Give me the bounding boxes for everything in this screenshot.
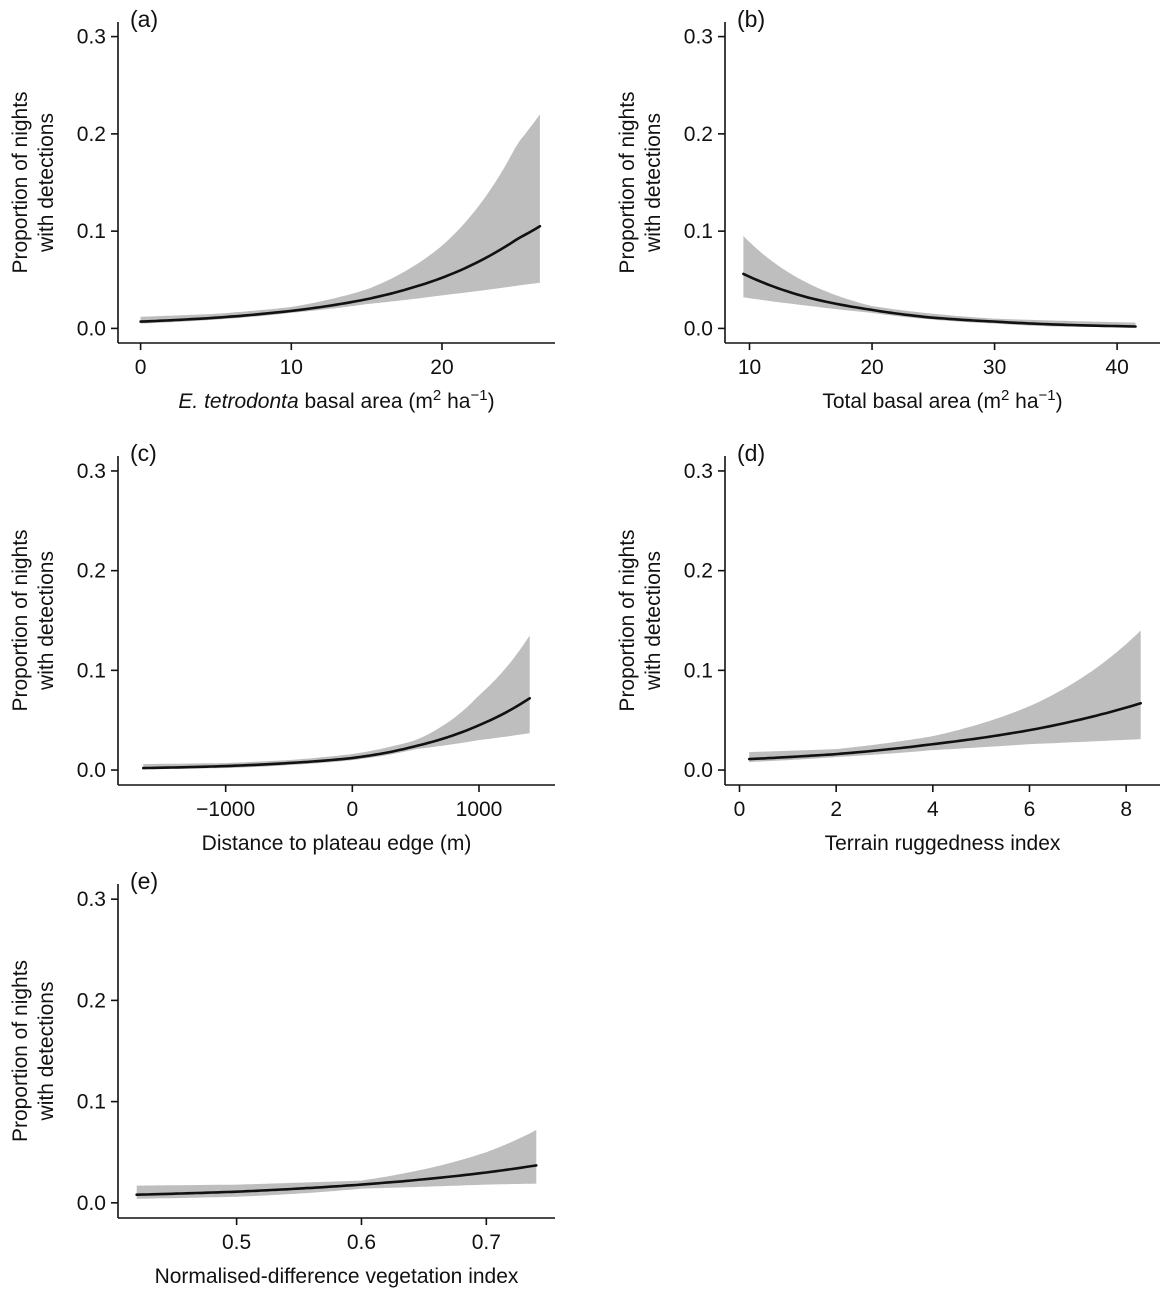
x-axis-title: E. tetrodonta basal area (m2 ha−1) (178, 387, 494, 413)
x-tick-label: 0 (346, 798, 358, 821)
x-axis-title-text: basal area (m (299, 390, 433, 413)
fitted-line (747, 701, 1142, 761)
x-axis-title-text: ha (441, 390, 471, 413)
x-tick-label: 0 (734, 798, 746, 821)
y-axis-title-line-1: Proportion of nights (616, 91, 639, 273)
x-tick-label: 10 (738, 356, 761, 379)
x-axis-title-superscript: 2 (433, 387, 441, 404)
y-tick-label: 0.2 (684, 560, 713, 583)
confidence-band (749, 630, 1141, 763)
panel-label: (e) (130, 868, 158, 894)
x-tick-label: 1000 (456, 798, 503, 821)
x-axis-title-text: Distance to plateau edge (m) (202, 832, 472, 855)
fitted-line (742, 272, 1137, 328)
panel-label: (b) (737, 6, 765, 32)
x-axis-title-text: Terrain ruggedness index (825, 832, 1061, 855)
x-axis-title-text: ha (1009, 390, 1039, 413)
y-tick-label: 0.1 (77, 659, 106, 682)
x-axis-title-text: Normalised-difference vegetation index (155, 1265, 519, 1288)
y-axis-title: Proportion of nights with detections (9, 960, 58, 1142)
x-tick-label: 4 (927, 798, 939, 821)
y-tick-label: 0.0 (77, 1192, 106, 1215)
panel-c: 0.0 0.1 0.2 0.3 −1000 0 1000 (c) Proportion of n… (9, 440, 555, 855)
y-tick-label: 0.2 (77, 560, 106, 583)
confidence-band (743, 236, 1136, 328)
y-axis-title-line-1: Proportion of nights (9, 529, 32, 711)
y-tick-label: 0.0 (684, 317, 713, 340)
y-tick-label: 0.1 (77, 220, 106, 243)
y-tick-label: 0.3 (77, 888, 106, 911)
x-tick-label: 0.7 (472, 1231, 501, 1254)
x-tick-label: 40 (1105, 356, 1128, 379)
x-axis-title-superscript: 2 (1001, 387, 1009, 404)
y-axis-title-line-1: Proportion of nights (616, 529, 639, 711)
x-tick-label: 10 (280, 356, 303, 379)
x-tick-label: −1000 (196, 798, 255, 821)
x-tick-label: 8 (1120, 798, 1132, 821)
x-axis-title: Normalised-difference vegetation index (155, 1265, 519, 1288)
y-axis-title-line-2: with detections (35, 982, 58, 1122)
y-tick-label: 0.1 (684, 659, 713, 682)
y-axis-title: Proportion of nights with detections (9, 529, 58, 711)
confidence-band (136, 1129, 537, 1199)
x-axis-title: Total basal area (m2 ha−1) (822, 387, 1062, 413)
x-axis-title-superscript: −1 (470, 387, 487, 404)
x-axis-title-text: ) (1056, 390, 1063, 413)
y-axis-title-line-2: with detections (642, 113, 665, 253)
y-axis-title-line-2: with detections (35, 551, 58, 691)
y-tick-label: 0.0 (684, 759, 713, 782)
x-axis-title-italic: E. tetrodonta (178, 390, 298, 413)
y-axis-title-line-1: Proportion of nights (9, 960, 32, 1142)
y-tick-label: 0.3 (77, 460, 106, 483)
x-axis-title: Distance to plateau edge (m) (202, 832, 472, 855)
fitted-line (135, 1164, 538, 1196)
panel-label: (d) (737, 440, 765, 466)
x-axis-title-text: ) (488, 390, 495, 413)
y-axis-title: Proportion of nights with detections (616, 529, 665, 711)
y-tick-label: 0.0 (77, 317, 106, 340)
panel-label: (c) (130, 440, 157, 466)
confidence-band (140, 114, 540, 324)
y-axis-title-line-1: Proportion of nights (9, 91, 32, 273)
y-tick-label: 0.3 (684, 460, 713, 483)
y-tick-label: 0.3 (684, 26, 713, 49)
x-tick-label: 0.5 (222, 1231, 251, 1254)
x-axis-title: Terrain ruggedness index (825, 832, 1061, 855)
y-axis-title: Proportion of nights with detections (9, 91, 58, 273)
x-tick-label: 20 (430, 356, 453, 379)
panel-b: 0.0 0.1 0.2 0.3 10 20 30 40 (b) Proportion of nig… (616, 6, 1160, 413)
confidence-band (143, 635, 530, 769)
y-tick-label: 0.2 (77, 989, 106, 1012)
fitted-line (142, 697, 531, 770)
panel-d: 0.0 0.1 0.2 0.3 0 2 4 6 8 (d) Proportion of nights… (616, 440, 1160, 855)
y-tick-label: 0.2 (684, 123, 713, 146)
y-tick-label: 0.0 (77, 759, 106, 782)
panel-label: (a) (130, 6, 158, 32)
y-tick-label: 0.1 (77, 1091, 106, 1114)
fitted-line (139, 225, 542, 323)
y-axis-title-line-2: with detections (642, 551, 665, 691)
y-axis-title-line-2: with detections (35, 113, 58, 253)
x-tick-label: 0.6 (347, 1231, 376, 1254)
x-tick-label: 0 (135, 356, 147, 379)
x-axis-title-text: Total basal area (m (822, 390, 1001, 413)
y-tick-label: 0.1 (684, 220, 713, 243)
panel-e: 0.0 0.1 0.2 0.3 0.5 0.6 0.7 (e) Proportion of ni… (9, 868, 555, 1288)
x-tick-label: 30 (983, 356, 1006, 379)
x-tick-label: 2 (830, 798, 842, 821)
y-tick-label: 0.2 (77, 123, 106, 146)
x-tick-label: 6 (1024, 798, 1036, 821)
x-tick-label: 20 (860, 356, 883, 379)
y-tick-label: 0.3 (77, 26, 106, 49)
y-axis-title: Proportion of nights with detections (616, 91, 665, 273)
panel-a: 0.0 0.1 0.2 0.3 0 10 20 (a) Proportion of nights… (9, 6, 555, 413)
x-axis-title-superscript: −1 (1039, 387, 1056, 404)
